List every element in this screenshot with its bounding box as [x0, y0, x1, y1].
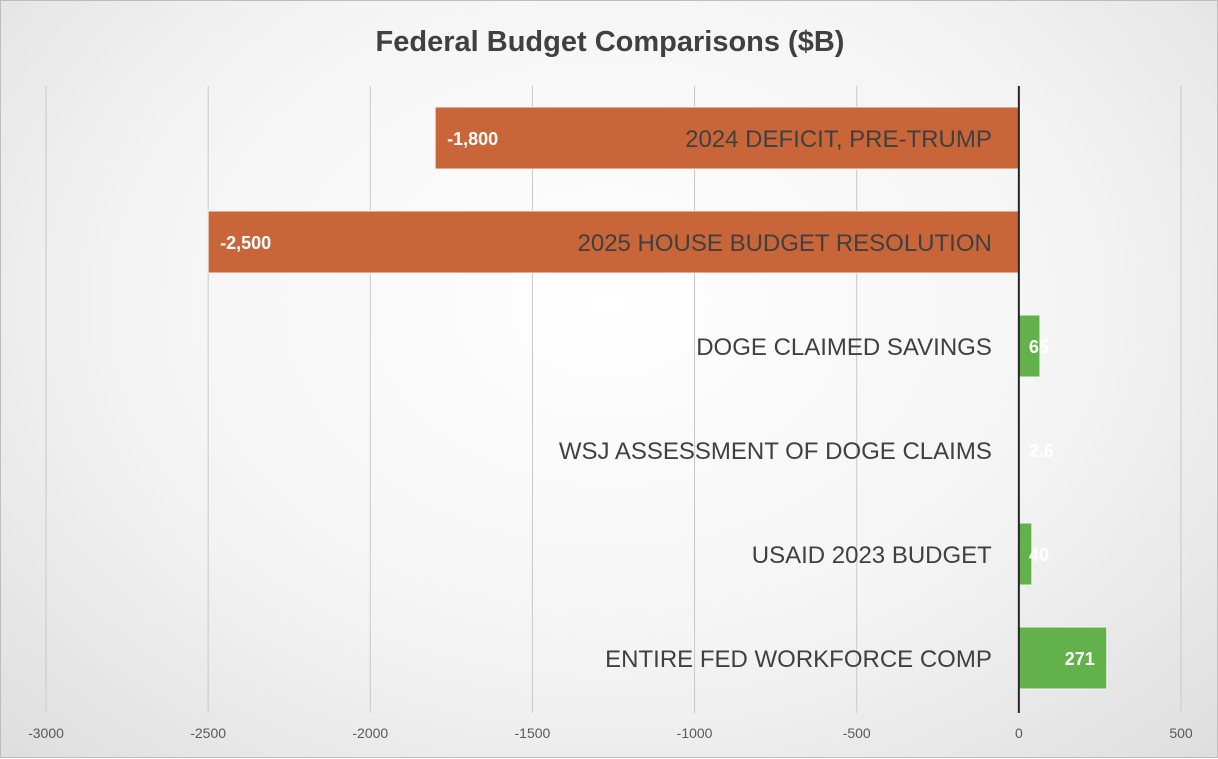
x-tick-label: -500 — [843, 725, 871, 741]
x-tick-label: 500 — [1169, 725, 1193, 741]
bar — [207, 210, 1020, 274]
chart-title: Federal Budget Comparisons ($B) — [376, 26, 845, 58]
bars — [207, 106, 1108, 690]
bar — [434, 106, 1020, 170]
category-label: 2025 HOUSE BUDGET RESOLUTION — [578, 230, 992, 257]
data-label: 40 — [1029, 545, 1049, 565]
labels: -3000 -2500 -2000 -1500 -1000 -500 0 500 2024 DE… — [28, 126, 1193, 741]
x-tick-label: -1000 — [677, 725, 713, 741]
bar — [1018, 626, 1108, 690]
x-tick-label: -1500 — [515, 725, 551, 741]
data-label: 65 — [1029, 337, 1049, 357]
x-tick-label: -2500 — [190, 725, 226, 741]
gridlines — [45, 86, 1182, 713]
data-label: 2.6 — [1029, 441, 1054, 461]
x-tick-label: -2000 — [352, 725, 388, 741]
category-label: 2024 DEFICIT, PRE-TRUMP — [685, 126, 992, 153]
category-label: USAID 2023 BUDGET — [752, 542, 992, 569]
category-label: WSJ ASSESSMENT OF DOGE CLAIMS — [559, 438, 992, 465]
data-label: -1,800 — [447, 129, 498, 149]
category-label: ENTIRE FED WORKFORCE COMP — [605, 646, 992, 673]
x-tick-label: -3000 — [28, 725, 64, 741]
category-label: DOGE CLAIMED SAVINGS — [696, 334, 992, 361]
x-tick-label: 0 — [1015, 725, 1023, 741]
data-label: 271 — [1065, 649, 1095, 669]
data-label: -2,500 — [220, 233, 271, 253]
